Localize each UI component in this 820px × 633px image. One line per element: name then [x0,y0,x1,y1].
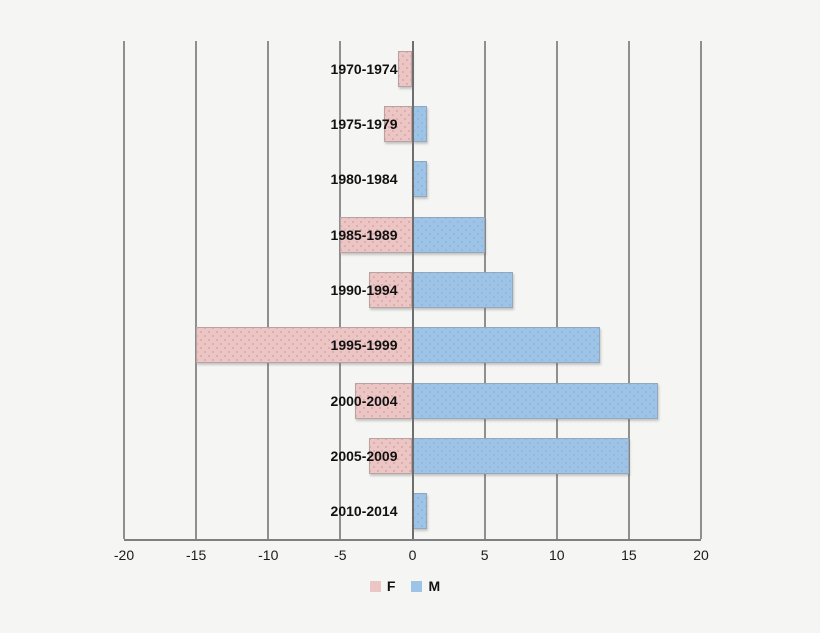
legend-label-f: F [386,578,396,594]
bar-f-2000-2004 [354,382,413,419]
x-tick-label: -10 [258,547,279,563]
x-tick-label: 15 [621,547,637,563]
gridline [339,41,342,539]
category-label: 1990-1994 [330,282,398,298]
bar-f-1970-1974 [398,50,413,87]
bar-f-1995-1999 [196,327,413,364]
gridline [195,41,198,539]
gridline [627,41,630,539]
bar-f-1985-1989 [340,216,413,253]
x-tick-label: 20 [693,547,709,563]
plot-area: 1970-1974 1975-1979 1980-1984 1985-1989 1990… [123,41,702,541]
legend-label-m: M [428,578,441,594]
bar-m-2005-2009 [412,438,629,474]
category-label: 2010-2014 [330,503,398,520]
category-label: 1970-1974 [330,60,398,77]
legend: F M [0,578,820,594]
gridline [555,41,558,539]
bar-m-2000-2004 [412,382,658,419]
zero-axis-line [411,41,414,539]
bar-m-1995-1999 [412,327,601,364]
gridline [700,41,702,539]
category-label: 1980-1984 [330,171,398,188]
bar-m-1990-1994 [412,272,514,308]
bar-m-1985-1989 [412,216,485,253]
bar-m-1980-1984 [412,161,427,198]
bar-m-2010-2014 [412,493,427,530]
x-tick-label: -15 [186,547,207,563]
x-tick-label: 0 [408,547,417,563]
category-label: 2000-2004 [330,392,398,409]
x-tick-label: 10 [548,547,565,563]
category-label: 1985-1989 [330,226,398,243]
category-label: 1975-1979 [330,116,398,132]
legend-swatch-m [411,580,423,592]
legend-swatch-f [369,580,381,592]
x-tick-label: -5 [334,547,347,563]
bar-m-1975-1979 [412,106,427,142]
x-tick-label: -20 [113,547,135,563]
gridline [267,41,270,539]
x-tick-label: 5 [480,547,489,563]
gridline [123,41,125,539]
bar-f-1975-1979 [383,106,413,142]
category-label: 2005-2009 [330,448,398,464]
category-label: 1995-1999 [330,337,398,354]
